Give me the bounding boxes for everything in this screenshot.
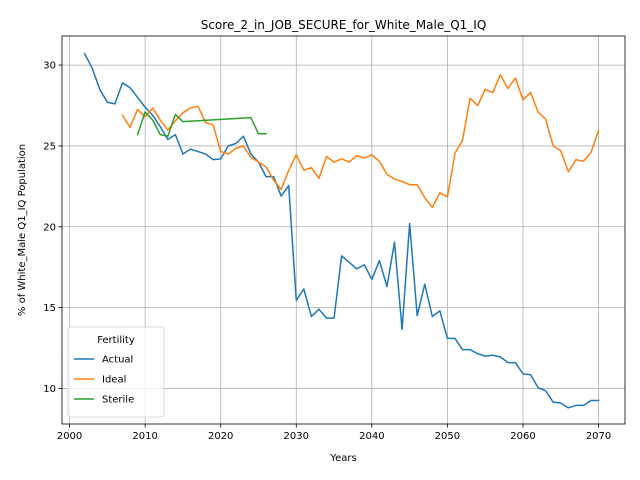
series-line-actual (83, 52, 600, 409)
x-tick-label: 2020 (208, 431, 233, 442)
plot-frame (61, 35, 626, 425)
x-axis-label: Years (329, 453, 356, 464)
x-tick-label: 2050 (435, 431, 460, 442)
y-axis: 10 15 20 25 30 (43, 61, 62, 395)
series-line-ideal (121, 74, 600, 209)
legend-title: Fertility (97, 335, 135, 346)
chart-title: Score_2_in_JOB_SECURE_for_White_Male_Q1_… (201, 18, 487, 32)
y-tick-label: 25 (43, 141, 56, 152)
x-tick-label: 2000 (57, 431, 82, 442)
legend-label-ideal: Ideal (102, 375, 126, 386)
series-layer (83, 52, 600, 409)
y-tick-label: 30 (43, 61, 56, 72)
x-tick-label: 2060 (510, 431, 535, 442)
y-tick-label: 10 (43, 384, 56, 395)
x-tick-label: 2070 (586, 431, 611, 442)
legend-label-sterile: Sterile (102, 395, 134, 406)
x-tick-label: 2030 (284, 431, 309, 442)
legend-box (67, 326, 165, 418)
y-tick-label: 20 (43, 222, 56, 233)
legend-label-actual: Actual (102, 355, 133, 366)
x-tick-label: 2040 (359, 431, 384, 442)
legend: Fertility Actual Ideal Sterile (67, 326, 165, 418)
series-line-sterile (136, 111, 267, 137)
x-axis: 2000 2010 2020 2030 2040 2050 2060 2070 (57, 424, 611, 442)
grid (62, 36, 625, 424)
x-tick-label: 2010 (132, 431, 157, 442)
y-axis-label: % of White_Male Q1_IQ Population (17, 144, 28, 316)
y-tick-label: 15 (43, 303, 56, 314)
